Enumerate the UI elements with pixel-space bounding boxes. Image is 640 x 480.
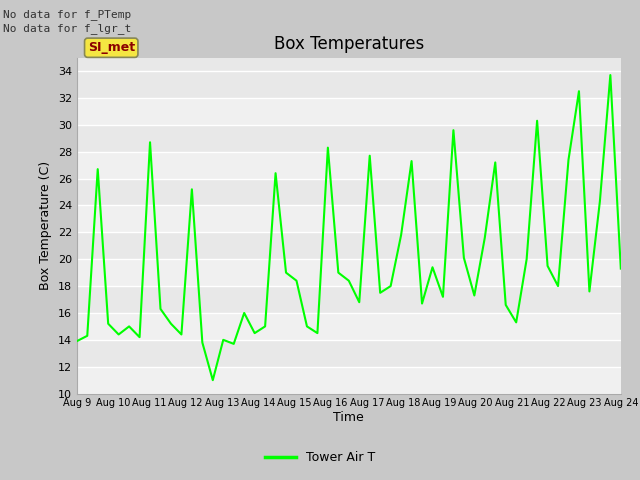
Legend: Tower Air T: Tower Air T — [260, 446, 380, 469]
Bar — [77, 232, 621, 259]
Bar — [77, 205, 621, 232]
Bar — [77, 367, 621, 394]
Bar — [77, 313, 621, 340]
Bar — [77, 125, 621, 152]
Bar — [77, 71, 621, 98]
X-axis label: Time: Time — [333, 411, 364, 424]
Bar — [77, 286, 621, 313]
Bar — [77, 259, 621, 286]
Text: No data for f_lgr_t: No data for f_lgr_t — [3, 23, 131, 34]
Text: No data for f_PTemp: No data for f_PTemp — [3, 9, 131, 20]
Title: Box Temperatures: Box Temperatures — [274, 35, 424, 53]
Bar — [77, 98, 621, 125]
Bar — [77, 179, 621, 205]
Y-axis label: Box Temperature (C): Box Temperature (C) — [39, 161, 52, 290]
Bar — [77, 152, 621, 179]
Text: SI_met: SI_met — [88, 41, 135, 54]
Bar — [77, 340, 621, 367]
